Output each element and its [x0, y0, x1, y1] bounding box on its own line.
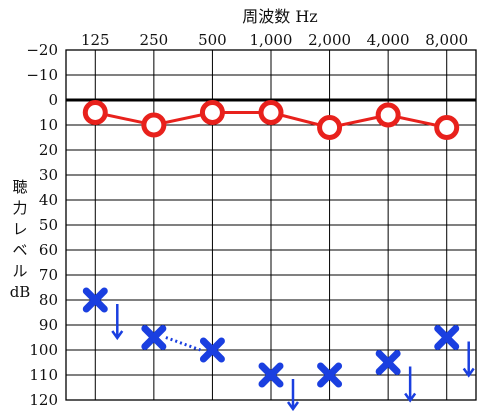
- no-response-arrow: [462, 341, 475, 378]
- y-tick-label: 50: [39, 216, 58, 234]
- x-tick-label: 4,000: [367, 31, 410, 49]
- y-tick-label: 120: [29, 391, 58, 409]
- data-marks: [82, 100, 475, 412]
- x-tick-label: 500: [198, 31, 227, 49]
- right-ear-circle-marker: [258, 100, 284, 125]
- y-tick-label: 20: [39, 141, 58, 159]
- y-tick-label: −10: [26, 66, 58, 84]
- left-ear-cross-marker: [434, 325, 460, 350]
- x-tick-labels: 125 250 500 1,000 2,000 4,000 8,000: [81, 31, 468, 49]
- no-response-arrow: [286, 379, 300, 412]
- y-tick-label: 110: [29, 366, 58, 384]
- y-axis-title-char: 聴: [12, 178, 27, 196]
- y-tick-labels: −20 −10 0 10 20 30 40 50 60 70 80 90 100 110 120: [26, 41, 58, 409]
- left-ear-cross-marker: [258, 362, 284, 388]
- right-ear-circle-marker: [82, 100, 108, 125]
- right-ear-circle-marker: [141, 112, 167, 138]
- y-tick-label: −20: [26, 41, 58, 59]
- left-ear-cross-marker: [141, 325, 167, 350]
- x-tick-label: 125: [81, 31, 110, 49]
- no-response-arrow: [404, 366, 417, 403]
- x-tick-label: 8,000: [425, 31, 468, 49]
- left-ear-cross-marker: [82, 287, 108, 313]
- x-tick-label: 2,000: [308, 31, 351, 49]
- right-ear-circle-marker: [375, 102, 401, 128]
- left-ear-cross-marker: [199, 337, 225, 363]
- right-ear-circle-marker: [317, 115, 343, 140]
- y-tick-label: 40: [39, 191, 58, 209]
- y-axis-title-char: レ: [12, 220, 27, 238]
- y-tick-label: 60: [39, 241, 58, 259]
- plot-frame: [65, 49, 477, 401]
- right-ear-circle-marker: [434, 115, 460, 140]
- left-ear-cross-marker: [317, 362, 343, 388]
- x-axis-title: 周波数 Hz: [242, 7, 317, 26]
- y-tick-label: 10: [39, 116, 58, 134]
- y-tick-label: 0: [48, 91, 58, 109]
- y-tick-label: 70: [39, 266, 58, 284]
- no-response-arrow: [111, 304, 124, 341]
- x-tick-label: 1,000: [250, 31, 293, 49]
- y-tick-label: 90: [39, 316, 58, 334]
- y-axis-title-char: ベ: [12, 241, 27, 259]
- y-axis-title-char: 力: [12, 199, 27, 217]
- dotted-link: [165, 336, 201, 352]
- left-ear-cross-marker: [375, 350, 401, 375]
- y-axis-title-char: dB: [10, 283, 31, 301]
- y-tick-label: 80: [39, 291, 58, 309]
- y-axis-title-char: ル: [12, 262, 27, 280]
- y-tick-label: 100: [29, 341, 58, 359]
- x-tick-label: 250: [140, 31, 169, 49]
- y-tick-label: 30: [39, 166, 58, 184]
- right-ear-circle-marker: [199, 100, 225, 125]
